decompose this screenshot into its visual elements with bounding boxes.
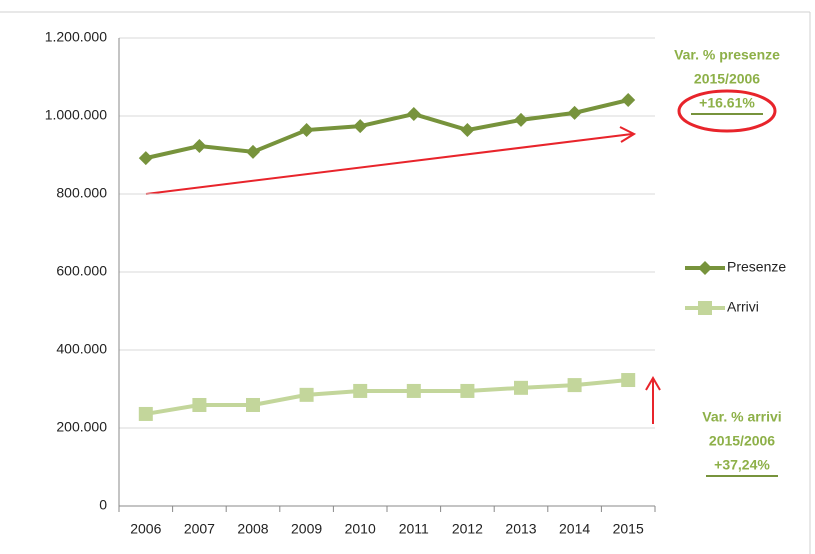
point [406, 107, 421, 122]
arrow-head [645, 376, 661, 391]
point [460, 123, 475, 138]
legend-label: Presenze [727, 259, 786, 275]
y-tick-label: 1.200.000 [45, 29, 107, 45]
point [514, 380, 528, 395]
annotation: Var. % arrivi [702, 409, 781, 425]
point [353, 119, 368, 134]
y-tick-label: 1.000.000 [45, 107, 107, 123]
annotation: 2015/2006 [709, 433, 775, 449]
point [138, 406, 153, 421]
x-tick-label: 2010 [345, 521, 376, 537]
series-line [145, 378, 629, 416]
point [192, 139, 207, 154]
point [621, 373, 636, 388]
point [138, 151, 153, 166]
point [514, 112, 528, 127]
x-tick-label: 2008 [237, 521, 268, 537]
y-tick-label: 400.000 [56, 341, 107, 357]
x-tick-label: 2014 [559, 521, 590, 537]
point [353, 383, 368, 398]
point [192, 397, 207, 412]
x-tick-label: 2006 [130, 521, 161, 537]
legend-marker [698, 261, 712, 275]
highlight-ellipse [677, 89, 777, 133]
y-tick-label: 200.000 [56, 419, 107, 435]
trend-arrow [145, 133, 633, 195]
x-tick-label: 2012 [452, 521, 483, 537]
point [406, 383, 421, 398]
point [621, 93, 636, 108]
point [567, 378, 582, 393]
x-tick-label: 2007 [184, 521, 215, 537]
arrow-head [619, 126, 637, 143]
x-tick-label: 2015 [613, 521, 644, 537]
x-tick-label: 2013 [505, 521, 536, 537]
point [460, 383, 475, 398]
point [299, 123, 314, 138]
annotation: 2015/2006 [694, 71, 760, 87]
annotation: +16.61% [699, 95, 755, 111]
point [246, 397, 260, 412]
x-tick-label: 2011 [399, 521, 429, 537]
point [567, 105, 582, 120]
y-tick-label: 800.000 [56, 185, 107, 201]
annotation: +37,24% [714, 457, 770, 473]
legend-label: Arrivi [727, 299, 759, 315]
x-tick-label: 2009 [291, 521, 322, 537]
series-line [145, 98, 629, 161]
point [299, 387, 314, 402]
legend-marker [698, 301, 712, 315]
annotation: Var. % presenze [674, 47, 780, 63]
point [246, 144, 260, 159]
y-tick-label: 0 [99, 497, 107, 513]
y-tick-label: 600.000 [56, 263, 107, 279]
